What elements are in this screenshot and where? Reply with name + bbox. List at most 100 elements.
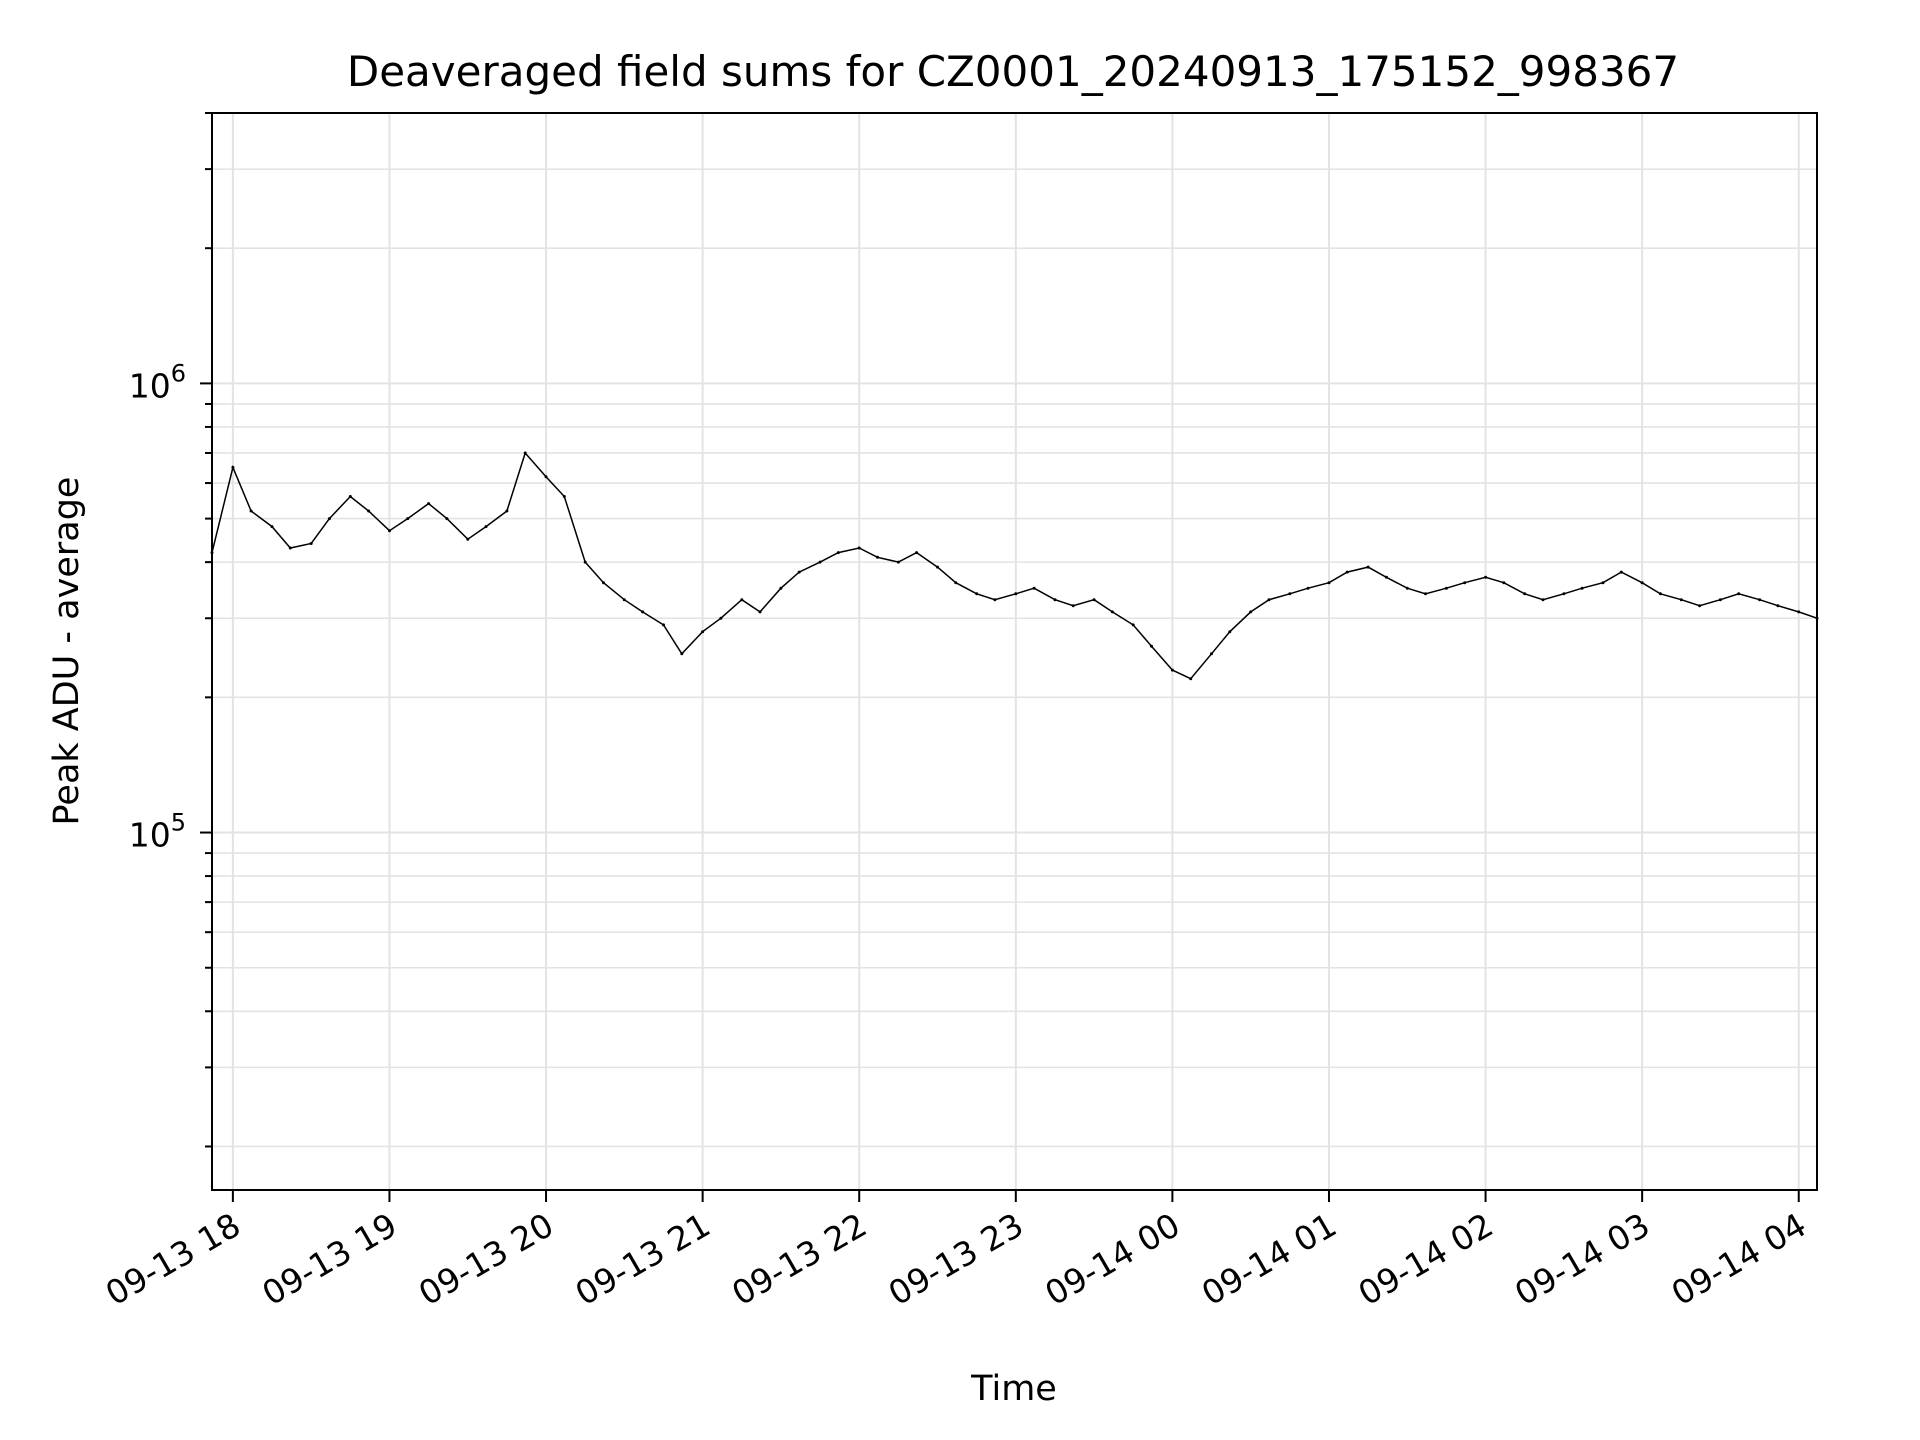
- data-point: [1698, 604, 1702, 608]
- data-point: [662, 623, 665, 627]
- data-point: [231, 465, 235, 469]
- data-point: [896, 560, 900, 564]
- data-point: [1306, 586, 1310, 590]
- x-axis: 09-13 18 09-13 19 09-13 20 09-13 21 09-13 22…: [99, 1190, 1813, 1313]
- data-point: [1150, 644, 1153, 648]
- data-point: [1444, 586, 1448, 590]
- data-point: [327, 517, 331, 521]
- data-point: [701, 630, 705, 634]
- data-point: [1562, 592, 1566, 596]
- data-point: [1071, 604, 1075, 608]
- data-point: [719, 616, 723, 620]
- plot-frame: [211, 112, 1818, 1191]
- x-tick-label: 09-13 22: [725, 1205, 873, 1313]
- data-point: [406, 517, 410, 521]
- data-point: [309, 542, 313, 545]
- chart-title: Deaveraged field sums for CZ0001_2024091…: [347, 47, 1679, 96]
- data-point: [836, 551, 840, 555]
- x-tick-label: 09-14 03: [1508, 1205, 1656, 1313]
- data-point: [388, 529, 391, 533]
- data-point: [818, 560, 822, 564]
- x-axis-title: Time: [970, 1369, 1057, 1409]
- x-tick-label: 09-14 04: [1665, 1205, 1813, 1313]
- data-point: [466, 537, 470, 541]
- data-point: [1541, 598, 1545, 602]
- y-axis: 105 106: [129, 112, 212, 1148]
- data-point: [249, 509, 253, 513]
- data-point: [915, 551, 919, 555]
- data-point: [484, 525, 488, 529]
- data-point: [1131, 623, 1135, 627]
- data-point: [1053, 598, 1057, 602]
- data-point: [1658, 592, 1662, 596]
- data-point: [1463, 581, 1467, 585]
- data-point: [1502, 581, 1506, 585]
- data-point: [1288, 592, 1292, 596]
- data-point: [1267, 598, 1271, 602]
- data-point: [1032, 586, 1036, 590]
- data-point: [1228, 630, 1232, 634]
- data-point: [1210, 652, 1213, 656]
- data-point: [1092, 598, 1096, 602]
- data-point: [1345, 570, 1349, 574]
- data-point: [622, 598, 626, 602]
- data-point: [1384, 575, 1388, 579]
- data-point: [1110, 610, 1114, 614]
- data-point: [602, 581, 605, 585]
- data-point: [1619, 570, 1623, 574]
- x-tick-label: 09-13 18: [99, 1205, 247, 1313]
- x-tick-label: 09-13 20: [412, 1205, 560, 1313]
- data-point: [1249, 610, 1253, 614]
- data-point: [1189, 677, 1193, 681]
- data-layer: [210, 451, 1819, 681]
- data-point: [505, 509, 509, 513]
- data-point: [680, 652, 684, 656]
- data-point: [954, 581, 958, 585]
- data-point: [1679, 598, 1683, 602]
- data-point: [348, 495, 352, 498]
- data-point: [993, 598, 997, 602]
- data-point: [740, 598, 744, 602]
- data-point: [758, 610, 762, 614]
- data-point: [1758, 598, 1762, 602]
- grid: [212, 112, 1817, 1190]
- data-point: [876, 555, 879, 559]
- x-tick-label: 09-13 21: [569, 1205, 717, 1313]
- data-point: [1580, 586, 1584, 590]
- data-point: [1327, 581, 1331, 585]
- data-point: [975, 592, 979, 596]
- data-point: [1737, 592, 1741, 596]
- data-point: [1405, 586, 1409, 590]
- data-point: [367, 509, 371, 513]
- data-point: [1718, 598, 1722, 602]
- data-point: [523, 451, 527, 455]
- data-point: [1014, 592, 1018, 596]
- data-point: [562, 495, 566, 498]
- x-tick-label: 09-14 01: [1195, 1205, 1343, 1313]
- data-point: [270, 525, 274, 529]
- x-tick-label: 09-13 19: [255, 1205, 403, 1313]
- data-point: [427, 502, 431, 506]
- data-point: [1523, 592, 1527, 596]
- x-tick-label: 09-14 02: [1352, 1205, 1500, 1313]
- data-point: [797, 570, 801, 574]
- data-point: [641, 610, 645, 614]
- data-point: [583, 560, 587, 564]
- data-point: [1484, 575, 1488, 579]
- data-point: [1366, 565, 1370, 569]
- y-tick-label: 105: [129, 809, 186, 855]
- data-point: [1776, 604, 1780, 608]
- y-axis-title: Peak ADU - average: [47, 477, 87, 826]
- data-point: [288, 546, 292, 550]
- y-tick-label: 106: [129, 359, 186, 405]
- data-point: [857, 546, 861, 550]
- data-point: [1601, 581, 1605, 585]
- data-point: [1797, 610, 1801, 614]
- data-point: [445, 517, 449, 521]
- x-tick-label: 09-13 23: [882, 1205, 1030, 1313]
- data-point: [1424, 592, 1427, 596]
- data-point: [779, 586, 783, 590]
- data-point: [1170, 668, 1174, 672]
